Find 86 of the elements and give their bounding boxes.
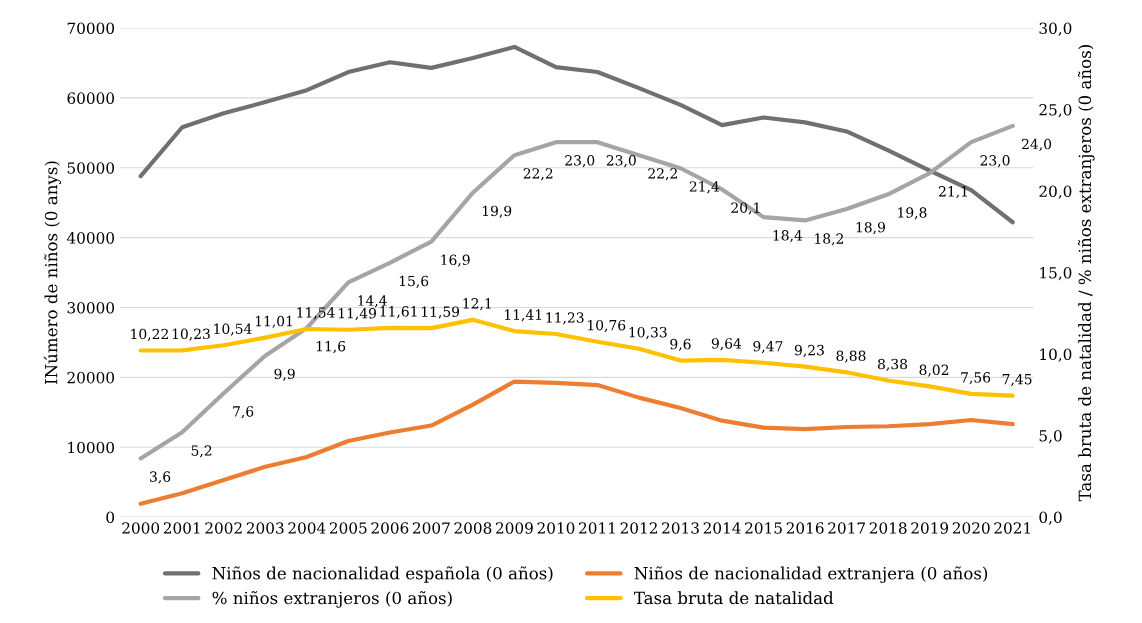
- x-tick-label: 2018: [869, 522, 907, 534]
- data-label: 11,54: [297, 307, 335, 320]
- y2-tick-label: 15,0: [1040, 267, 1072, 281]
- data-label: 10,23: [172, 328, 210, 341]
- data-label: 11,41: [505, 309, 542, 322]
- y-tick-label: 70000: [67, 22, 115, 35]
- data-label: 24,0: [1022, 138, 1052, 152]
- x-tick-label: 2002: [205, 522, 242, 534]
- x-tick-label: 2001: [163, 522, 200, 534]
- x-tick-label: 2019: [911, 522, 949, 534]
- data-label: 23,0: [565, 155, 595, 168]
- y2-tick-label: 25,0: [1039, 104, 1072, 118]
- data-label: 9,64: [711, 338, 742, 351]
- y2-tick-label: 30,0: [1039, 22, 1072, 36]
- data-label: 18,2: [815, 233, 844, 246]
- data-label: 18,4: [773, 230, 803, 243]
- data-label: 15,6: [399, 275, 429, 288]
- y2-tick-label: 20,0: [1039, 185, 1072, 199]
- data-label: 11,49: [338, 308, 377, 321]
- y-tick-label: 30000: [67, 301, 115, 314]
- data-label: 16,9: [441, 254, 470, 267]
- x-tick-label: 2004: [288, 522, 326, 534]
- data-label: 7,6: [233, 406, 254, 419]
- data-label: 7,45: [1002, 373, 1032, 387]
- data-label: 8,02: [919, 364, 949, 377]
- data-label: 10,33: [629, 326, 667, 340]
- y-tick-label: 50000: [67, 162, 115, 174]
- x-tick-label: 2017: [828, 522, 865, 534]
- data-label: 9,9: [274, 368, 295, 381]
- data-label: 19,9: [482, 205, 512, 218]
- data-label: 22,2: [523, 168, 553, 181]
- x-tick-label: 2000: [122, 522, 160, 534]
- y-tick-label: 60000: [67, 92, 115, 104]
- x-tick-label: 2015: [745, 522, 782, 534]
- data-label: 8,88: [836, 350, 866, 363]
- y2-axis-title: Tasa bruta de natalidad / % niños extranjeros (0 años): [1077, 45, 1095, 502]
- data-label: 3,6: [150, 471, 171, 484]
- x-tick-label: 2007: [412, 522, 450, 534]
- data-label: 8,38: [877, 358, 908, 371]
- data-label: 23,0: [980, 155, 1010, 168]
- data-label: 9,47: [753, 340, 783, 354]
- data-label: 18,9: [856, 221, 885, 235]
- legend-label: Niños de nacionalidad española (0 años): [212, 566, 553, 583]
- x-tick-label: 2016: [786, 522, 824, 534]
- data-label: 10,76: [588, 319, 626, 333]
- x-tick-label: 2012: [620, 522, 657, 534]
- x-tick-label: 2021: [994, 522, 1031, 534]
- data-label: 5,2: [191, 445, 212, 458]
- x-tick-label: 2009: [496, 522, 533, 534]
- x-tick-label: 2010: [537, 522, 575, 534]
- data-label: 21,1: [938, 186, 967, 199]
- x-tick-label: 2006: [371, 522, 409, 534]
- x-tick-label: 2013: [662, 522, 699, 534]
- data-label: 12,1: [463, 298, 491, 311]
- y-tick-label: 10000: [68, 441, 115, 454]
- x-tick-label: 2014: [703, 522, 741, 534]
- data-label: 21,4: [689, 181, 720, 194]
- x-tick-label: 2003: [246, 522, 284, 534]
- y2-tick-label: 5,0: [1039, 430, 1062, 444]
- data-label: 10,54: [214, 323, 252, 336]
- y-tick-label: 20000: [67, 371, 115, 384]
- y-axis-title: INúmero de niños (0 anys): [43, 161, 61, 385]
- y-tick-label: 0: [106, 511, 115, 524]
- data-label: 23,0: [606, 155, 636, 168]
- data-label: 11,6: [316, 340, 346, 354]
- y2-tick-label: 10,0: [1040, 348, 1072, 362]
- legend-label: % niños extranjeros (0 años): [212, 591, 452, 608]
- x-tick-label: 2008: [454, 522, 492, 534]
- x-tick-label: 2011: [579, 522, 615, 534]
- data-label: 14,4: [358, 295, 387, 308]
- legend-label: Niños de nacionalidad extranjera (0 años): [634, 566, 988, 583]
- y-tick-label: 40000: [66, 232, 115, 244]
- legend-label: Tasa bruta de natalidad: [633, 591, 834, 605]
- x-tick-label: 2005: [329, 522, 367, 534]
- data-label: 7,56: [961, 372, 991, 385]
- data-label: 11,01: [255, 315, 292, 329]
- data-label: 10,22: [131, 328, 168, 341]
- data-label: 22,2: [648, 168, 677, 181]
- data-label: 20,1: [731, 202, 760, 215]
- data-label: 9,6: [670, 338, 691, 352]
- data-label: 9,23: [794, 344, 824, 358]
- data-label: 11,59: [421, 306, 460, 319]
- data-label: 11,23: [546, 312, 584, 325]
- y2-tick-label: 0,0: [1039, 511, 1062, 525]
- x-tick-label: 2020: [952, 522, 990, 534]
- data-label: 19,8: [898, 207, 927, 220]
